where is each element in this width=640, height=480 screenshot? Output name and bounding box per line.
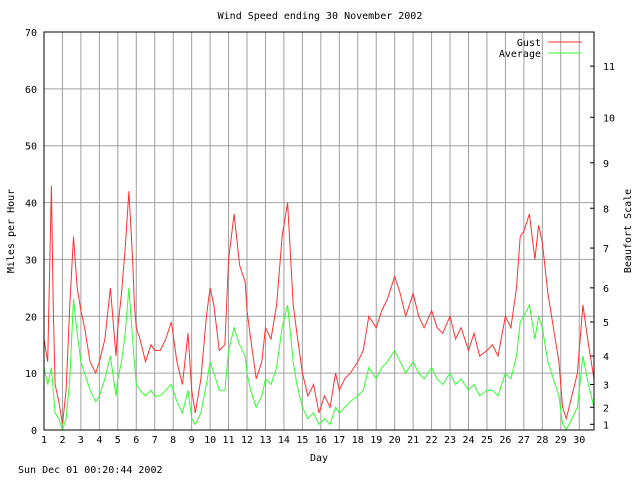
x-tick-label: 14 xyxy=(278,435,290,446)
x-tick-label: 13 xyxy=(259,435,271,446)
beaufort-axis-label: Beaufort Scale xyxy=(623,189,634,273)
beaufort-tick-label: 3 xyxy=(603,381,609,392)
x-tick-label: 19 xyxy=(370,435,382,446)
legend: Gust Average xyxy=(499,38,582,60)
x-tick-label: 5 xyxy=(115,435,121,446)
x-tick-label: 22 xyxy=(426,435,438,446)
beaufort-tick-label: 10 xyxy=(603,113,615,124)
series-line-gust xyxy=(43,185,595,425)
x-axis-label: Day xyxy=(310,453,328,464)
series-line-average xyxy=(43,287,595,432)
x-tick-label: 6 xyxy=(133,435,139,446)
x-tick-label: 16 xyxy=(315,435,327,446)
legend-average-label: Average xyxy=(499,49,541,60)
beaufort-tick-label: 5 xyxy=(603,318,609,329)
y-tick-label: 10 xyxy=(25,369,37,380)
x-tick-label: 11 xyxy=(223,435,235,446)
x-tick-label: 12 xyxy=(241,435,253,446)
y-tick-label: 40 xyxy=(25,199,37,210)
x-tick-label: 21 xyxy=(407,435,419,446)
beaufort-tick-label: 6 xyxy=(603,284,609,295)
x-tick-label: 27 xyxy=(518,435,530,446)
y-tick-label: 20 xyxy=(25,312,37,323)
x-tick-label: 18 xyxy=(352,435,364,446)
beaufort-tick-label: 2 xyxy=(603,403,609,414)
x-tick-label: 1 xyxy=(41,435,47,446)
y-tick-label: 0 xyxy=(31,426,37,437)
x-axis-ticks: 1 2 3 4 5 6 7 8 9 10 11 12 13 14 15 16 17 18 19 20 21 22 23 24 2… xyxy=(41,435,585,446)
y-axis-ticks: 0 10 20 30 40 50 60 70 xyxy=(25,28,37,437)
beaufort-tick-label: 9 xyxy=(603,159,609,170)
y-tick-label: 60 xyxy=(25,85,37,96)
x-tick-label: 10 xyxy=(204,435,216,446)
y-tick-label: 30 xyxy=(25,255,37,266)
x-tick-label: 30 xyxy=(573,435,585,446)
x-tick-label: 9 xyxy=(189,435,195,446)
x-tick-label: 7 xyxy=(152,435,158,446)
x-tick-label: 26 xyxy=(499,435,511,446)
beaufort-tick-label: 1 xyxy=(603,420,609,431)
x-tick-label: 4 xyxy=(96,435,102,446)
timestamp-footer: Sun Dec 01 00:20:44 2002 xyxy=(18,465,163,476)
x-tick-label: 25 xyxy=(481,435,493,446)
legend-gust-label: Gust xyxy=(517,38,541,49)
x-tick-label: 24 xyxy=(462,435,474,446)
series-lines xyxy=(43,185,595,432)
x-tick-label: 8 xyxy=(170,435,176,446)
x-tick-label: 2 xyxy=(59,435,65,446)
x-tick-label: 20 xyxy=(389,435,401,446)
beaufort-tick-label: 11 xyxy=(603,62,615,73)
beaufort-axis-ticks: 1 2 3 4 5 6 7 8 9 10 11 xyxy=(590,62,615,431)
x-tick-label: 15 xyxy=(296,435,308,446)
beaufort-tick-label: 8 xyxy=(603,204,609,215)
y-tick-label: 50 xyxy=(25,142,37,153)
grid-lines xyxy=(44,32,594,430)
y-axis-label: Miles per Hour xyxy=(6,189,17,273)
beaufort-tick-label: 7 xyxy=(603,244,609,255)
x-tick-label: 29 xyxy=(555,435,567,446)
x-tick-label: 23 xyxy=(444,435,456,446)
x-tick-label: 3 xyxy=(78,435,84,446)
x-tick-label: 17 xyxy=(333,435,345,446)
chart-title: Wind Speed ending 30 November 2002 xyxy=(218,11,423,22)
x-tick-label: 28 xyxy=(536,435,548,446)
y-tick-label: 70 xyxy=(25,28,37,39)
beaufort-tick-label: 4 xyxy=(603,352,609,363)
plot-frame xyxy=(43,31,595,431)
